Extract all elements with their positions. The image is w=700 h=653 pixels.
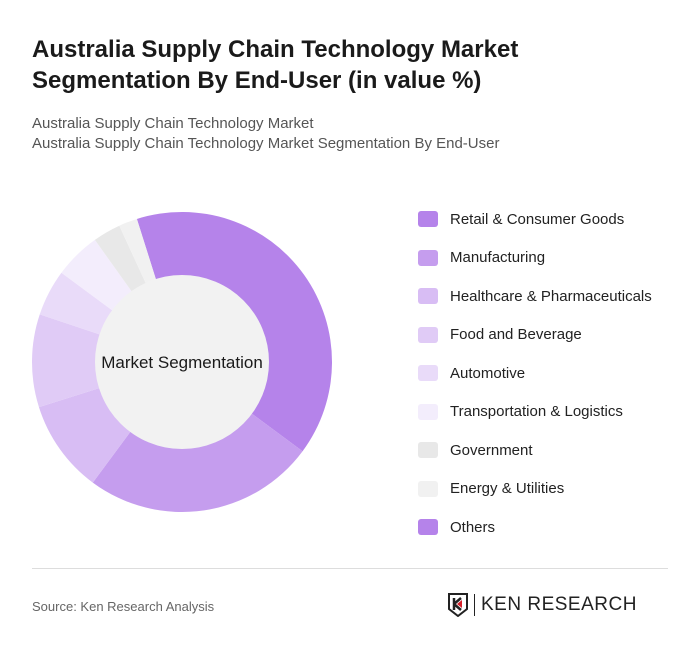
- legend-item: Energy & Utilities: [418, 470, 652, 509]
- source-text: Source: Ken Research Analysis: [32, 599, 215, 614]
- legend-swatch: [418, 365, 438, 382]
- legend-label: Transportation & Logistics: [450, 403, 623, 421]
- legend-swatch: [418, 211, 438, 228]
- legend-swatch: [418, 288, 438, 305]
- subtitle-market: Australia Supply Chain Technology Market: [32, 115, 314, 132]
- legend-item: Others: [418, 508, 652, 547]
- legend-label: Energy & Utilities: [450, 480, 565, 498]
- legend-item: Food and Beverage: [418, 316, 652, 355]
- legend-item: Automotive: [418, 354, 652, 393]
- donut-center: [95, 275, 269, 449]
- divider: [32, 568, 668, 569]
- logo-icon: [448, 593, 468, 617]
- legend-label: Healthcare & Pharmaceuticals: [450, 287, 652, 305]
- legend-swatch: [418, 326, 438, 343]
- legend-swatch: [418, 442, 438, 459]
- legend-item: Retail & Consumer Goods: [418, 200, 652, 239]
- legend: Retail & Consumer Goods Manufacturing Heal…: [418, 200, 652, 547]
- legend-swatch: [418, 519, 438, 536]
- legend-item: Transportation & Logistics: [418, 393, 652, 432]
- legend-label: Manufacturing: [450, 249, 546, 267]
- legend-swatch: [418, 249, 438, 266]
- legend-label: Food and Beverage: [450, 326, 582, 344]
- subtitle-segmentation: Australia Supply Chain Technology Market…: [32, 135, 500, 152]
- logo-text: KEN RESEARCH: [481, 594, 637, 615]
- legend-item: Manufacturing: [418, 239, 652, 278]
- legend-label: Others: [450, 518, 496, 536]
- chart-title: Australia Supply Chain Technology Market…: [32, 36, 519, 94]
- legend-label: Government: [450, 441, 533, 459]
- ken-research-logo: KEN RESEARCH: [448, 593, 637, 617]
- legend-swatch: [418, 480, 438, 497]
- legend-label: Automotive: [450, 364, 526, 382]
- legend-item: Healthcare & Pharmaceuticals: [418, 277, 652, 316]
- legend-item: Government: [418, 431, 652, 470]
- legend-label: Retail & Consumer Goods: [450, 210, 625, 228]
- legend-swatch: [418, 403, 438, 420]
- center-label: Market Segmentation: [101, 353, 263, 372]
- donut-chart: Market Segmentation: [32, 212, 333, 512]
